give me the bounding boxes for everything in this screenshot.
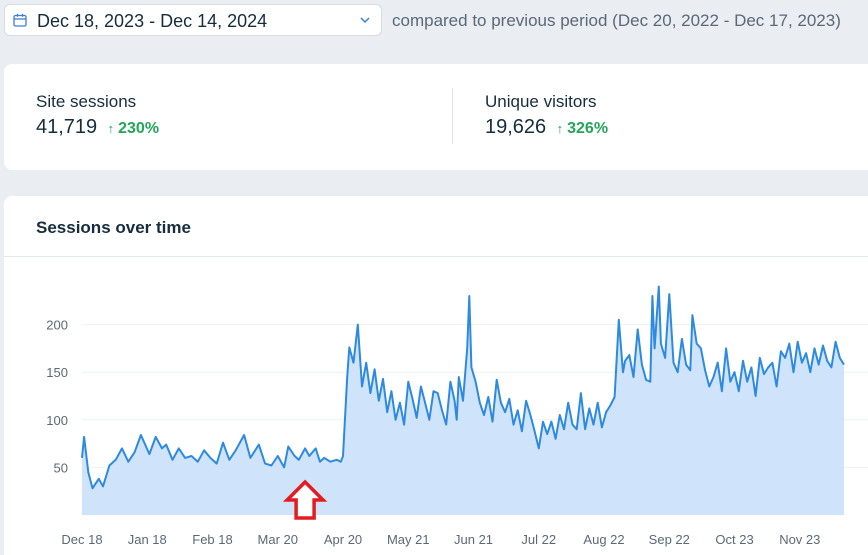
date-range-picker[interactable]: Dec 18, 2023 - Dec 14, 2024 <box>4 4 382 36</box>
x-tick-label: May 21 <box>387 532 430 547</box>
calendar-icon <box>13 13 27 27</box>
x-tick-label: Nov 23 <box>779 532 820 547</box>
metrics-card: Site sessions 41,719 ↑ 230% Unique visito… <box>4 64 868 170</box>
sessions-chart-card: Sessions over time 50 100 150 200 Dec 18 Jan … <box>4 196 868 555</box>
comparison-period-label: compared to previous period (Dec 20, 202… <box>392 11 841 30</box>
x-tick-label: Apr 20 <box>324 532 362 547</box>
metric-divider <box>452 88 453 144</box>
x-tick-label: Sep 22 <box>649 532 690 547</box>
arrow-up-icon: ↑ <box>107 121 115 136</box>
chevron-down-icon <box>360 17 370 24</box>
metric-unique-visitors: Unique visitors 19,626 ↑ 326% <box>485 92 608 139</box>
x-tick-label: Aug 22 <box>583 532 624 547</box>
selected-date-range: Dec 18, 2023 - Dec 14, 2024 <box>37 11 268 31</box>
metric-value: 19,626 <box>485 116 547 138</box>
metric-change-value: 326% <box>567 120 609 137</box>
x-tick-label: Mar 20 <box>258 532 298 547</box>
y-tick-label: 100 <box>46 413 68 428</box>
chart-title: Sessions over time <box>36 218 191 237</box>
x-tick-label: Jul 22 <box>521 532 556 547</box>
x-tick-label: Jun 21 <box>454 532 493 547</box>
y-tick-label: 150 <box>46 365 68 380</box>
chart-header-divider <box>4 256 868 257</box>
sessions-line <box>81 285 845 490</box>
x-tick-label: Jan 18 <box>128 532 167 547</box>
metric-site-sessions: Site sessions 41,719 ↑ 230% <box>36 92 159 139</box>
metric-label: Unique visitors <box>485 92 597 111</box>
metric-label: Site sessions <box>36 92 137 111</box>
x-tick-label: Dec 18 <box>61 532 102 547</box>
annotation-arrow-up-icon <box>282 479 328 520</box>
top-bar: Dec 18, 2023 - Dec 14, 2024 compared to … <box>0 0 868 44</box>
metric-change-value: 230% <box>118 120 160 137</box>
metric-change: ↑ 230% <box>108 120 159 137</box>
arrow-up-icon: ↑ <box>556 121 564 136</box>
x-tick-label: Feb 18 <box>192 532 232 547</box>
x-tick-label: Oct 23 <box>715 532 753 547</box>
metric-change: ↑ 326% <box>557 120 608 137</box>
y-tick-label: 200 <box>46 318 68 333</box>
y-tick-label: 50 <box>54 460 68 475</box>
sessions-chart[interactable]: 50 100 150 200 Dec 18 Jan 18 Feb 18 Mar 20 Apr 2… <box>4 196 868 555</box>
metric-value: 41,719 <box>36 116 98 138</box>
